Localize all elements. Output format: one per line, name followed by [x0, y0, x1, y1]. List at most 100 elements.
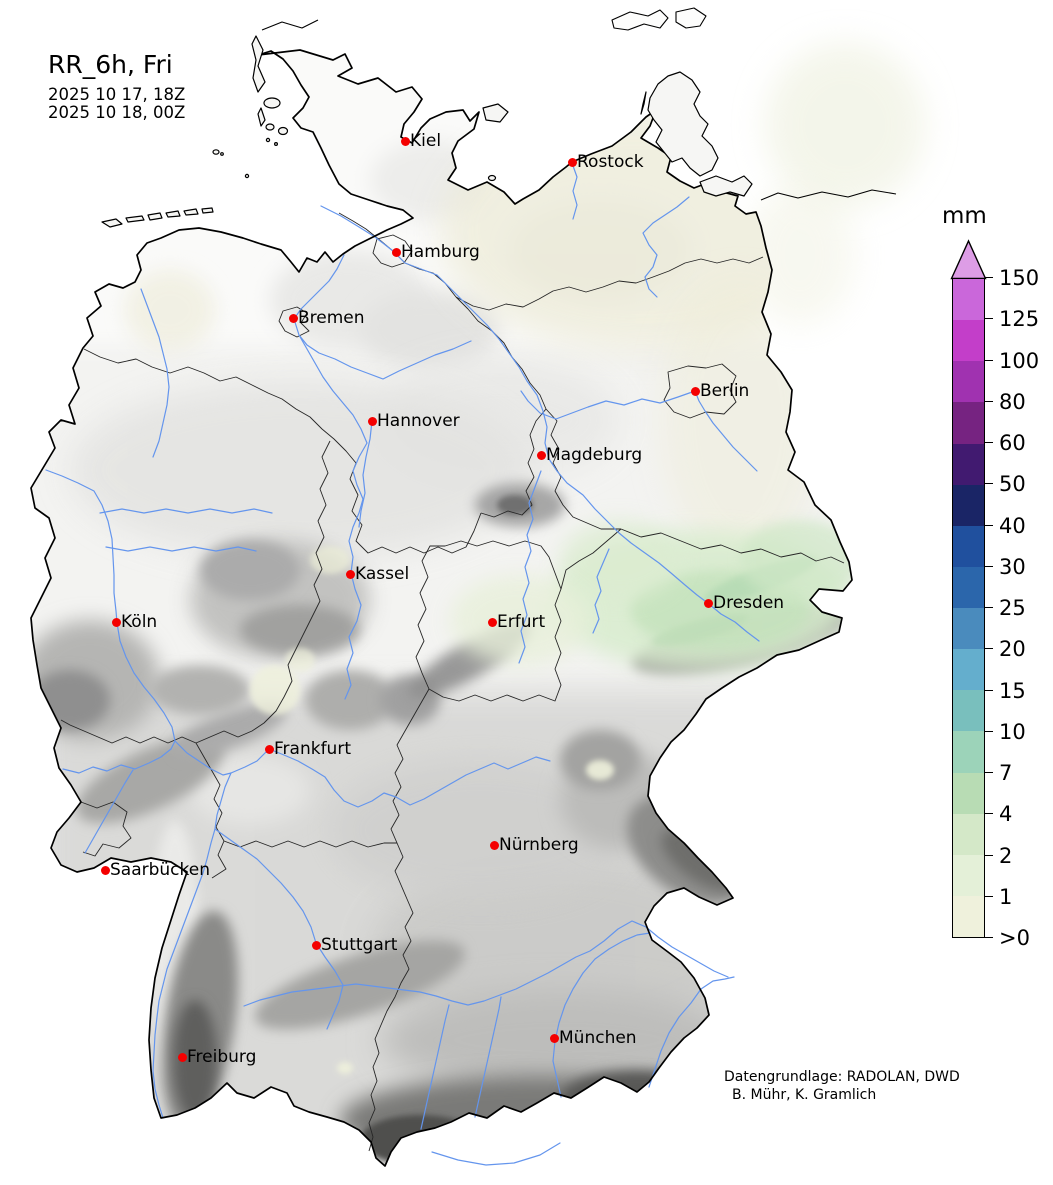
colorbar-segment [953, 608, 984, 650]
foreign-coasts [261, 7, 897, 201]
city-label: Bremen [298, 308, 365, 328]
colorbar-tick-label: 25 [999, 596, 1026, 620]
city-label: Saarbücken [110, 860, 210, 880]
colorbar-tick [985, 483, 993, 485]
colorbar-segment [953, 443, 984, 485]
colorbar-segment [953, 895, 984, 937]
colorbar-tick [985, 730, 993, 732]
city-label: Hamburg [401, 242, 480, 262]
colorbar-tick-label: 40 [999, 513, 1026, 538]
colorbar-tick-label: 1 [999, 884, 1013, 909]
city-dot-icon [177, 1052, 187, 1062]
colorbar [952, 278, 985, 938]
city-label: Dresden [713, 593, 785, 613]
colorbar-tick-label: 100 [999, 348, 1040, 373]
colorbar-tick [985, 565, 993, 567]
colorbar-tick [985, 524, 993, 526]
colorbar-tick-label: 150 [999, 266, 1040, 290]
city-dot-icon [345, 569, 355, 579]
colorbar-segment [953, 484, 984, 526]
city-label: Stuttgart [321, 935, 398, 955]
city-label: Köln [121, 612, 158, 632]
colorbar-segment [953, 361, 984, 403]
colorbar-tick-label: 125 [999, 307, 1040, 332]
colorbar-overflow-arrow [950, 239, 987, 280]
colorbar-tick [985, 277, 993, 279]
city-dot-icon [400, 136, 410, 146]
colorbar-tick [985, 318, 993, 320]
valid-period: 2025 10 17, 18Z 2025 10 18, 00Z [48, 86, 185, 122]
city-label: Erfurt [497, 612, 546, 632]
colorbar-ticks: 150 125 100 80 60 50 40 30 25 20 15 10 7 4 2 1 >0 [985, 266, 1053, 950]
attribution: Datengrundlage: RADOLAN, DWD B. Mühr, K.… [724, 1068, 960, 1104]
sea-precip-tint [745, 43, 925, 325]
colorbar-tick-label: 15 [999, 678, 1026, 703]
city-dot-icon [487, 617, 497, 627]
colorbar-tick-label: 80 [999, 389, 1026, 414]
colorbar-tick [985, 854, 993, 856]
city-label: Berlin [700, 381, 750, 401]
city-dot-icon [100, 865, 110, 875]
colorbar-segment [953, 649, 984, 691]
valid-from: 2025 10 17, 18Z [48, 85, 186, 104]
colorbar-tick-label: 4 [999, 802, 1013, 827]
colorbar-tick-label: 20 [999, 637, 1026, 662]
colorbar-segment [953, 566, 984, 608]
colorbar-segment [953, 279, 984, 321]
colorbar-segment [953, 525, 984, 567]
colorbar-tick [985, 895, 993, 897]
colorbar-tick-label: 7 [999, 761, 1013, 785]
colorbar-tick-label: 50 [999, 472, 1026, 497]
city-label: Frankfurt [274, 739, 351, 759]
city-label: Nürnberg [499, 835, 579, 855]
city-label: München [559, 1028, 637, 1048]
city-label: Rostock [577, 152, 644, 172]
valid-to: 2025 10 18, 00Z [48, 103, 186, 122]
colorbar-tick [985, 400, 993, 402]
colorbar-tick [985, 607, 993, 609]
city-dot-icon [367, 416, 377, 426]
city-dot-icon [567, 157, 577, 167]
colorbar-tick-label: 30 [999, 554, 1026, 579]
map-title: RR_6h, Fri [48, 50, 173, 79]
colorbar-segment [953, 854, 984, 896]
city-dot-icon [311, 940, 321, 950]
city-label: Magdeburg [546, 445, 643, 465]
germany-border [30, 49, 853, 1167]
colorbar-tick [985, 359, 993, 361]
colorbar-tick [985, 772, 993, 774]
colorbar-tick [985, 689, 993, 691]
city-dot-icon [391, 247, 401, 257]
attribution-source: Datengrundlage: RADOLAN, DWD [724, 1069, 960, 1085]
colorbar-segment [953, 772, 984, 814]
city-label: Freiburg [187, 1047, 257, 1067]
colorbar-tick-label: 2 [999, 843, 1013, 868]
colorbar-tick [985, 442, 993, 444]
colorbar-segment [953, 402, 984, 444]
city-dot-icon [690, 386, 700, 396]
city-dot-icon [549, 1033, 559, 1043]
city-label: Hannover [377, 411, 460, 431]
city-dot-icon [288, 313, 298, 323]
city-dot-icon [489, 840, 499, 850]
colorbar-segment [953, 813, 984, 855]
colorbar-tick-label: >0 [999, 926, 1030, 950]
attribution-authors: B. Mühr, K. Gramlich [732, 1087, 877, 1103]
colorbar-tick [985, 648, 993, 650]
colorbar-tick [985, 813, 993, 815]
city-label: Kassel [355, 564, 410, 584]
colorbar-tick-label: 10 [999, 719, 1026, 744]
islands [101, 35, 753, 228]
city-dot-icon [536, 450, 546, 460]
colorbar-tick [985, 937, 993, 939]
city-label: Kiel [410, 131, 442, 151]
colorbar-tick-label: 60 [999, 431, 1026, 455]
city-dot-icon [264, 744, 274, 754]
colorbar-segment [953, 731, 984, 773]
colorbar-segment [953, 320, 984, 362]
colorbar-unit-label: mm [942, 203, 987, 229]
city-dot-icon [111, 617, 121, 627]
colorbar-segment [953, 690, 984, 732]
